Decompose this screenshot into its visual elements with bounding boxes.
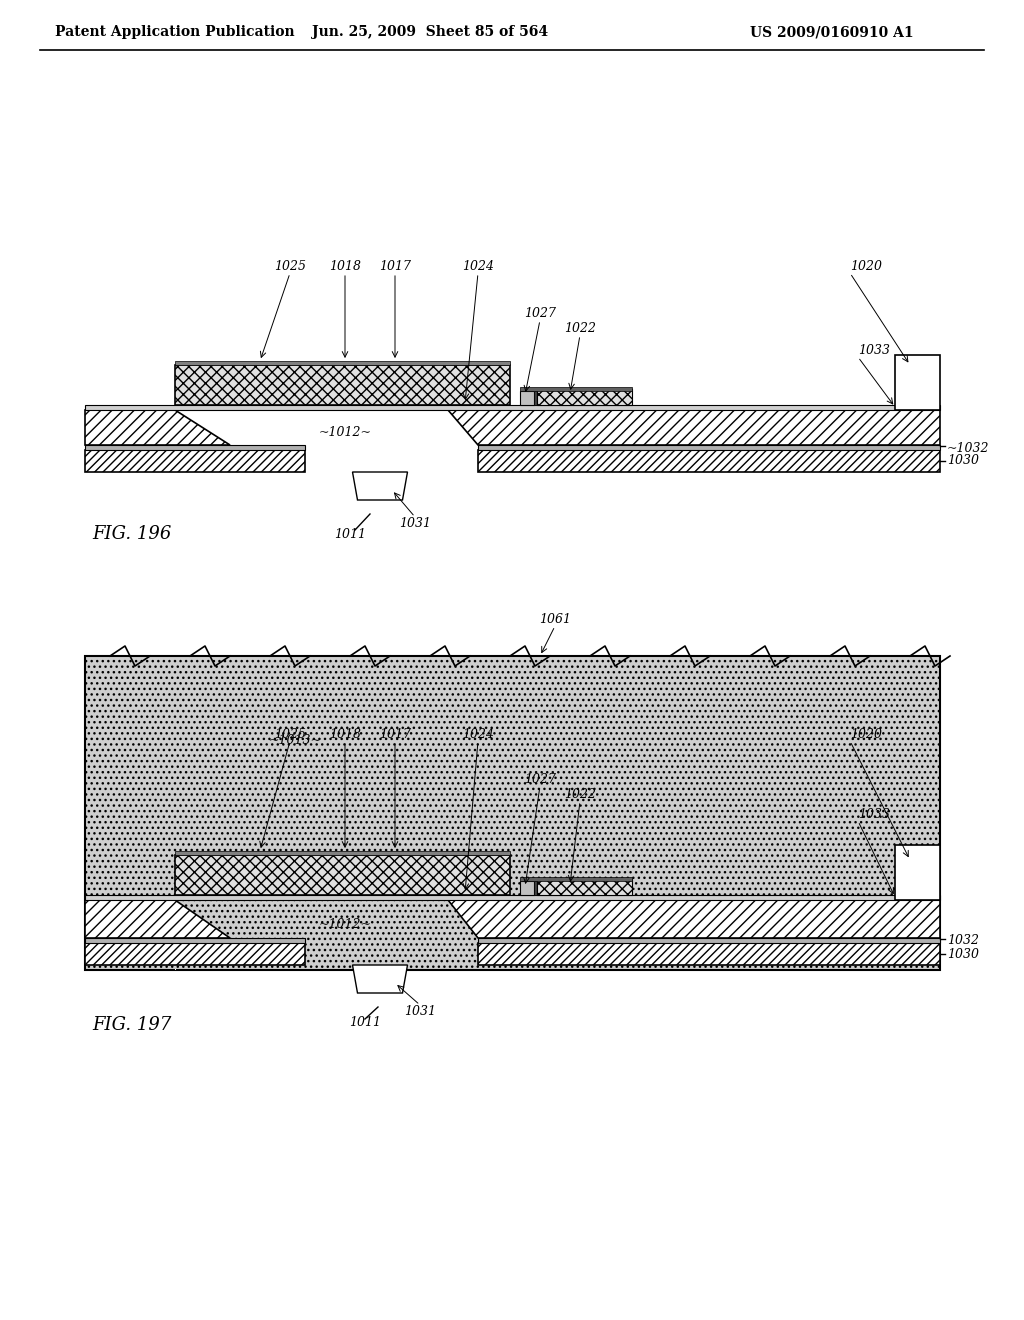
Bar: [478, 942, 940, 965]
Bar: [895, 355, 940, 411]
Bar: [478, 445, 940, 450]
Text: 1031: 1031: [404, 1005, 436, 1018]
Bar: [478, 450, 940, 473]
Text: 1017: 1017: [379, 260, 411, 273]
Text: 1017: 1017: [379, 729, 411, 741]
Bar: [895, 845, 940, 900]
Text: 1018: 1018: [329, 260, 361, 273]
Text: 1011: 1011: [334, 528, 366, 540]
Text: US 2009/0160910 A1: US 2009/0160910 A1: [750, 25, 913, 40]
Text: ~1012~: ~1012~: [318, 425, 372, 438]
Text: 1033: 1033: [858, 345, 890, 356]
Text: 1027: 1027: [524, 774, 556, 785]
Bar: [520, 880, 534, 895]
Text: 1031: 1031: [399, 517, 431, 531]
Text: 1032: 1032: [947, 935, 979, 948]
Text: Jun. 25, 2009  Sheet 85 of 564: Jun. 25, 2009 Sheet 85 of 564: [312, 25, 548, 40]
Bar: [85, 942, 305, 965]
Bar: [85, 939, 305, 942]
Text: 1011: 1011: [349, 1016, 381, 1030]
Text: 1030: 1030: [947, 454, 979, 467]
Text: FIG. 197: FIG. 197: [92, 1016, 171, 1034]
Text: 1061: 1061: [539, 612, 571, 626]
Text: 1018: 1018: [329, 729, 361, 741]
Bar: [175, 851, 510, 855]
Text: 1022: 1022: [564, 322, 596, 335]
Polygon shape: [352, 965, 408, 993]
Bar: [85, 445, 305, 450]
Bar: [175, 360, 510, 366]
Text: FIG. 196: FIG. 196: [92, 525, 171, 543]
Text: ~1032: ~1032: [947, 441, 989, 454]
Bar: [534, 880, 537, 895]
Bar: [537, 879, 632, 895]
Bar: [520, 876, 632, 880]
Text: 1022: 1022: [564, 788, 596, 801]
Bar: [175, 855, 510, 895]
Bar: [85, 656, 940, 970]
Text: 1030: 1030: [947, 948, 979, 961]
Bar: [537, 389, 632, 405]
Bar: [534, 391, 537, 405]
Bar: [85, 405, 940, 411]
Text: 1025: 1025: [274, 260, 306, 273]
Text: 1020: 1020: [850, 260, 882, 273]
Text: 1024: 1024: [462, 260, 494, 273]
Bar: [520, 391, 534, 405]
Bar: [520, 387, 632, 391]
Polygon shape: [85, 900, 230, 939]
Polygon shape: [449, 900, 940, 939]
Text: 1033: 1033: [858, 808, 890, 821]
Text: 1024: 1024: [462, 729, 494, 741]
Text: 1025: 1025: [274, 729, 306, 741]
Text: ~1012~: ~1012~: [318, 919, 372, 932]
Text: 1020: 1020: [850, 729, 882, 741]
Bar: [478, 939, 940, 942]
Text: 1027: 1027: [524, 308, 556, 319]
Text: ~1013~: ~1013~: [268, 734, 322, 747]
Bar: [175, 366, 510, 405]
Polygon shape: [449, 411, 940, 445]
Bar: [85, 895, 940, 900]
Text: Patent Application Publication: Patent Application Publication: [55, 25, 295, 40]
Bar: [85, 450, 305, 473]
Polygon shape: [352, 473, 408, 500]
Polygon shape: [85, 411, 230, 445]
